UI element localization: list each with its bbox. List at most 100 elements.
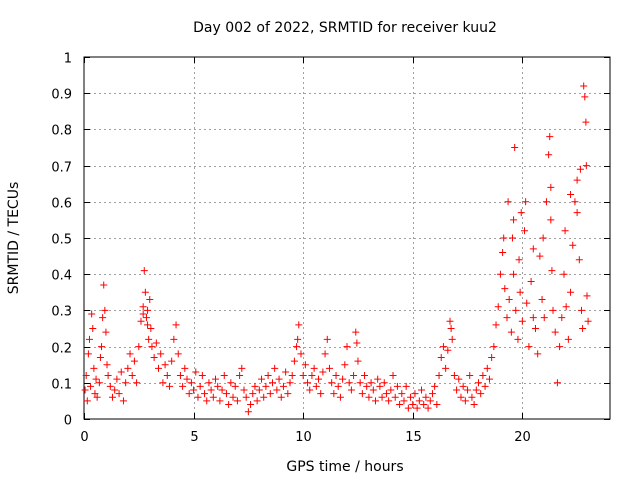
y-tick-label: 0.5 bbox=[51, 233, 72, 248]
data-point bbox=[413, 404, 421, 412]
data-point bbox=[266, 390, 274, 398]
data-point bbox=[556, 343, 564, 351]
y-tick-label: 0.6 bbox=[51, 197, 72, 212]
data-point bbox=[294, 335, 302, 343]
data-point bbox=[196, 382, 204, 390]
data-point bbox=[385, 397, 393, 405]
data-point bbox=[558, 314, 566, 322]
data-point bbox=[447, 325, 455, 332]
data-point bbox=[260, 393, 268, 401]
data-point bbox=[183, 375, 191, 383]
data-point bbox=[146, 296, 154, 304]
y-tick-label: 1 bbox=[64, 52, 72, 67]
data-point bbox=[418, 386, 426, 394]
data-point bbox=[117, 368, 125, 376]
x-tick-label: 5 bbox=[190, 430, 198, 445]
data-point bbox=[518, 317, 526, 325]
data-point bbox=[539, 234, 547, 242]
data-point bbox=[363, 382, 371, 390]
data-point bbox=[561, 227, 569, 235]
data-point bbox=[83, 397, 91, 405]
data-point bbox=[339, 375, 347, 383]
data-point bbox=[529, 314, 537, 322]
data-point bbox=[428, 390, 436, 398]
data-point bbox=[321, 350, 329, 358]
data-point bbox=[240, 386, 248, 394]
data-point bbox=[139, 310, 147, 318]
data-point bbox=[446, 317, 454, 325]
data-point bbox=[225, 401, 233, 409]
data-point bbox=[492, 321, 500, 329]
data-point bbox=[439, 343, 447, 351]
data-point bbox=[100, 281, 108, 289]
data-point bbox=[575, 256, 583, 264]
data-point bbox=[529, 245, 537, 253]
data-point bbox=[527, 277, 535, 285]
data-point bbox=[490, 343, 498, 351]
data-point bbox=[560, 270, 568, 278]
data-point bbox=[481, 382, 489, 390]
data-point bbox=[472, 386, 480, 394]
data-point bbox=[147, 325, 155, 332]
data-point bbox=[284, 390, 292, 398]
data-point bbox=[511, 144, 519, 151]
data-point bbox=[457, 393, 465, 401]
data-point bbox=[82, 372, 90, 380]
data-point bbox=[433, 401, 441, 409]
data-point bbox=[444, 346, 452, 354]
data-point bbox=[277, 393, 285, 401]
data-point bbox=[150, 353, 158, 361]
data-point bbox=[584, 317, 592, 325]
data-point bbox=[244, 408, 252, 416]
data-point bbox=[332, 372, 340, 380]
data-point bbox=[515, 256, 523, 264]
data-point bbox=[378, 393, 386, 401]
data-point bbox=[420, 401, 428, 409]
data-point bbox=[402, 382, 410, 390]
data-point bbox=[407, 393, 415, 401]
grid-lines bbox=[84, 57, 610, 419]
data-point bbox=[198, 372, 206, 380]
data-point bbox=[145, 335, 153, 343]
data-point bbox=[98, 343, 106, 351]
data-point bbox=[358, 390, 366, 398]
data-point bbox=[505, 296, 513, 304]
data-point bbox=[279, 382, 287, 390]
data-point bbox=[255, 386, 263, 394]
data-point bbox=[233, 397, 241, 405]
data-point bbox=[92, 375, 100, 383]
x-tick-label: 10 bbox=[295, 430, 312, 445]
data-point bbox=[87, 382, 95, 390]
data-point bbox=[523, 299, 531, 307]
data-point bbox=[161, 361, 169, 369]
data-point bbox=[553, 379, 561, 387]
data-point bbox=[126, 350, 134, 358]
data-point bbox=[542, 198, 550, 206]
x-tick-label: 20 bbox=[514, 430, 531, 445]
data-point bbox=[500, 234, 508, 242]
data-point bbox=[89, 325, 97, 332]
data-point bbox=[155, 364, 163, 372]
data-point bbox=[231, 382, 239, 390]
data-point bbox=[142, 314, 150, 322]
data-point bbox=[297, 350, 305, 358]
data-point bbox=[343, 343, 351, 351]
data-point bbox=[319, 368, 327, 376]
data-point bbox=[393, 382, 401, 390]
y-axis-label: SRMTID / TECUs bbox=[6, 182, 22, 295]
data-point bbox=[201, 390, 209, 398]
x-axis-label: GPS time / hours bbox=[286, 459, 403, 475]
data-point bbox=[81, 386, 89, 394]
data-point bbox=[264, 372, 272, 380]
data-point bbox=[312, 382, 320, 390]
data-point bbox=[579, 325, 587, 332]
data-point bbox=[96, 353, 104, 361]
data-point bbox=[578, 306, 586, 314]
data-point bbox=[551, 328, 559, 336]
data-point bbox=[531, 325, 539, 332]
data-point bbox=[369, 386, 377, 394]
data-point bbox=[582, 118, 590, 126]
data-point bbox=[194, 393, 202, 401]
data-point bbox=[170, 335, 178, 343]
data-point bbox=[144, 321, 152, 329]
